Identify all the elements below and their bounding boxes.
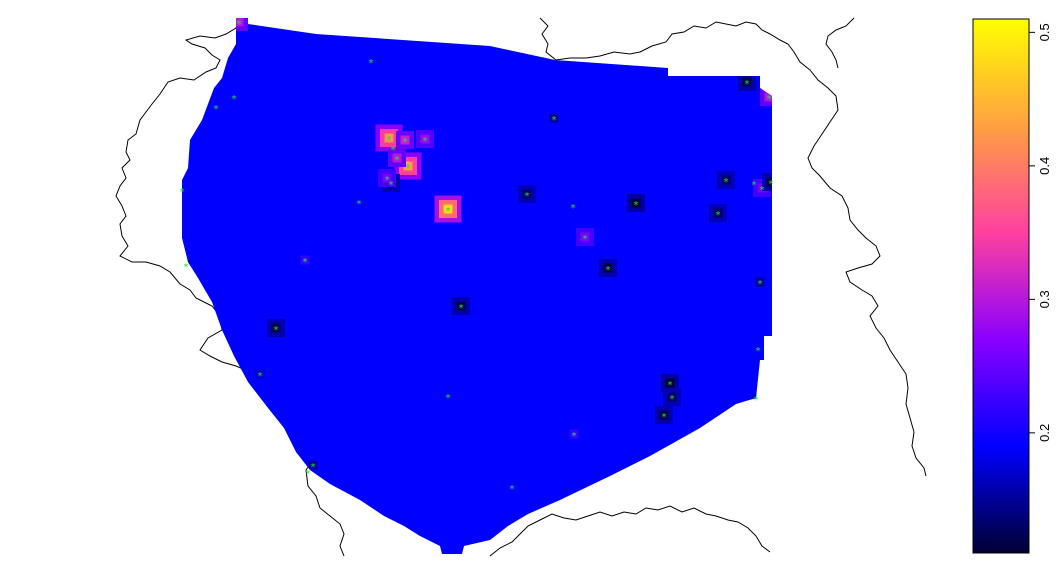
station-marker: *: [446, 206, 451, 217]
hotspot-s09: [392, 153, 402, 163]
hotspot-s20: [721, 175, 731, 185]
hotspot-s25: [766, 177, 772, 187]
hotspot-s15: [549, 113, 559, 123]
colorbar-ticks: 0.2 0.3 0.4 0.5: [1029, 23, 1052, 442]
hotspot-s14: [522, 189, 532, 199]
station-marker: *: [311, 462, 316, 473]
hotspot-s33: [271, 323, 281, 333]
station-marker: *: [552, 115, 557, 126]
hotspot-s17: [580, 232, 590, 242]
station-marker: *: [752, 180, 757, 191]
station-marker: *: [258, 371, 263, 382]
hotspot-s35: [665, 378, 675, 388]
station-marker: *: [525, 191, 530, 202]
hotspot-s26: [713, 208, 723, 218]
hotspot-s36: [667, 392, 677, 402]
hotspot-s18: [631, 198, 641, 208]
station-marker: *: [760, 185, 765, 196]
colorbar-tick-label: 0.2: [1037, 424, 1052, 442]
station-marker: *: [583, 234, 588, 245]
station-marker: *: [670, 394, 675, 405]
station-marker: *: [184, 262, 189, 273]
station-marker: *: [395, 155, 400, 166]
station-marker: *: [754, 395, 759, 406]
station-marker: *: [357, 199, 362, 210]
hotspot-s11: [382, 173, 392, 183]
station-marker: *: [745, 79, 750, 90]
station-marker: *: [510, 484, 515, 495]
station-marker: *: [606, 265, 611, 276]
station-marker: *: [403, 137, 408, 148]
station-marker: *: [767, 94, 772, 105]
station-marker: *: [214, 104, 219, 115]
hotspot-s37: [659, 410, 669, 420]
hotspot-s06: [400, 135, 410, 145]
colorbar-legend: 0.2 0.3 0.4 0.5: [972, 18, 1052, 554]
station-marker: *: [387, 135, 392, 146]
border-northeast: [825, 17, 855, 69]
station-marker: *: [634, 200, 639, 211]
station-marker: *: [423, 136, 428, 147]
station-marker: *: [446, 393, 451, 404]
colorbar-tick-label: 0.4: [1037, 157, 1052, 175]
hotspot-s08: [403, 161, 413, 171]
colorbar-tick-label: 0.3: [1037, 290, 1052, 308]
colorbar-tick-label: 0.5: [1037, 23, 1052, 41]
hotspot-s34: [255, 369, 265, 379]
station-marker: *: [662, 412, 667, 423]
border-north: [539, 17, 927, 477]
hotspot-s19: [603, 263, 613, 273]
station-marker: *: [306, 469, 311, 480]
station-marker: *: [724, 177, 729, 188]
station-marker: *: [369, 58, 374, 69]
hotspot-s22: [742, 77, 752, 87]
station-marker: *: [716, 210, 721, 221]
hotspot-s29: [300, 255, 310, 265]
hotspot-s01: [234, 18, 244, 27]
station-marker: *: [571, 203, 576, 214]
station-marker: *: [232, 94, 237, 105]
station-marker: *: [389, 180, 394, 191]
hotspot-s12: [443, 204, 453, 214]
station-markers: ***** * ******* ******* ********************…: [180, 19, 774, 495]
station-marker: *: [572, 431, 577, 442]
station-marker: *: [303, 257, 308, 268]
station-marker: *: [274, 325, 279, 336]
hotspot-s27: [755, 277, 765, 287]
station-marker: *: [237, 19, 242, 30]
station-marker: *: [391, 145, 396, 156]
station-marker: *: [668, 380, 673, 391]
hotspot-s07: [420, 134, 430, 144]
station-marker: *: [758, 279, 763, 290]
station-marker: *: [459, 303, 464, 314]
station-marker: *: [385, 175, 390, 186]
station-marker: *: [769, 179, 774, 190]
hotspot-s44: [308, 460, 318, 470]
station-marker: *: [406, 163, 411, 174]
station-marker: *: [756, 346, 761, 357]
hotspot-s28: [456, 301, 466, 311]
border-south: [489, 505, 771, 557]
hotspot-s41: [569, 429, 579, 439]
hotspot-s23: [764, 92, 772, 102]
hotspot-s05: [384, 133, 394, 143]
colorbar: [972, 18, 1030, 554]
hotspot-s38: [751, 393, 761, 403]
station-marker: *: [180, 187, 185, 198]
